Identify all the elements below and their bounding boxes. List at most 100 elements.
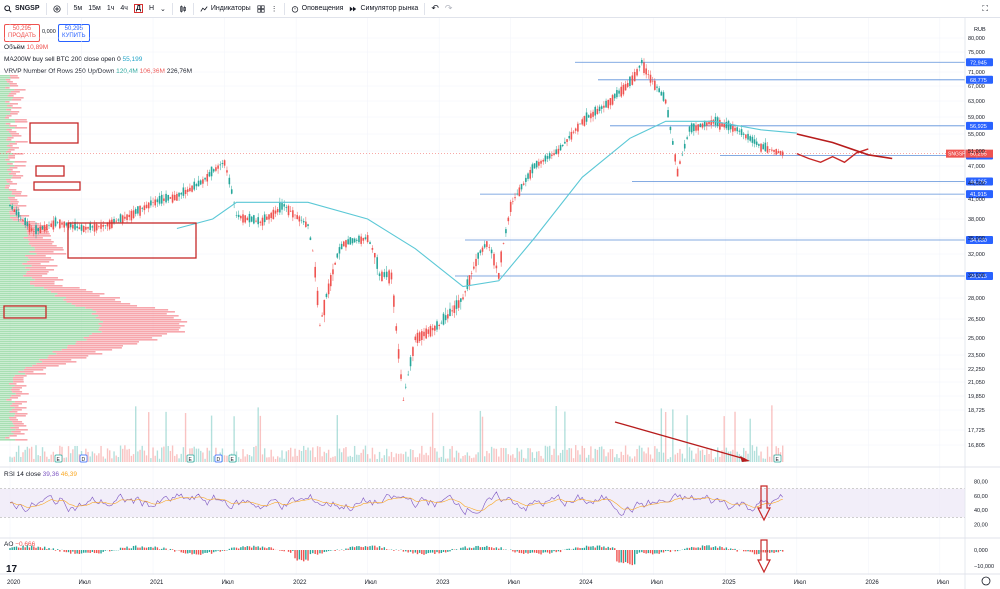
indicators-button[interactable]: Индикаторы (200, 5, 251, 13)
ao-bar (93, 550, 96, 554)
candle-body (641, 59, 643, 64)
candle-body (182, 187, 185, 196)
volume-bar (235, 451, 238, 462)
vrvp-bar-down (52, 351, 96, 353)
replay-button[interactable]: Симулятор рынка (349, 5, 418, 13)
vrvp-bar-up (0, 105, 7, 107)
vrvp-bar-down (36, 363, 66, 365)
level-label: 68,775 (970, 78, 987, 84)
volume-bar (562, 449, 564, 462)
candle-body (542, 159, 545, 162)
candle-body (561, 144, 564, 147)
volume-bar (292, 456, 294, 462)
candle-body (742, 133, 745, 135)
vrvp-bar-up (0, 151, 7, 153)
vrvp-bar-down (25, 255, 46, 257)
vrvp-bar-down (9, 419, 19, 421)
chevron-down-icon[interactable]: ⌄ (160, 5, 166, 13)
vrvp-bar-up (0, 209, 11, 211)
candle-body (376, 257, 378, 269)
layouts-icon[interactable] (257, 4, 265, 13)
vrvp-bar-up (0, 311, 97, 313)
y-axis-tick: 38,000 (968, 217, 985, 223)
candle-body (221, 163, 224, 164)
volume-bar (376, 458, 378, 462)
ao-bar (253, 545, 255, 550)
ao-bar (279, 550, 281, 551)
candle-body (369, 242, 371, 245)
candle-body (656, 86, 658, 88)
vrvp-bar-up (0, 77, 11, 79)
interval-1h[interactable]: 1ч (106, 5, 115, 12)
divider (171, 2, 173, 15)
vrvp-bar-up (0, 325, 102, 327)
vrvp-bar-down (8, 149, 15, 151)
volume-bar (749, 418, 751, 462)
candle-body (332, 269, 334, 275)
ao-bar (498, 548, 500, 550)
vrvp-bar-down (25, 267, 46, 269)
candle-body (349, 237, 352, 245)
volume-bar (719, 456, 721, 462)
ao-bar (557, 550, 560, 552)
redo-icon[interactable]: ↷ (444, 3, 453, 13)
volume-bar (360, 452, 362, 462)
candle-body (95, 224, 98, 231)
volume-bar (195, 448, 198, 462)
volume-bar (156, 450, 159, 462)
alerts-button[interactable]: Оповещения (291, 5, 343, 13)
ao-bar (15, 546, 18, 550)
y-axis-tick: 25,000 (968, 336, 985, 342)
candle-body (345, 240, 347, 248)
ao-bar (418, 550, 421, 553)
candle-body (366, 235, 369, 243)
ao-bar (643, 550, 645, 554)
more-icon[interactable]: ⋮ (270, 5, 278, 13)
interval-day[interactable]: Д (133, 4, 143, 13)
interval-15m[interactable]: 15м (88, 5, 101, 12)
vrvp-bar-up (0, 219, 13, 221)
undo-icon[interactable]: ↶ (431, 3, 439, 13)
vrvp-bar-down (8, 173, 17, 175)
vrvp-bar-down (6, 181, 13, 183)
vrvp-bar-up (0, 243, 29, 245)
candle-body (488, 247, 491, 249)
sell-button[interactable]: 50,295 ПРОДАТЬ (4, 24, 40, 42)
interval-4h[interactable]: 4ч (120, 5, 128, 12)
candle-body (325, 293, 328, 298)
ao-bar (46, 549, 48, 550)
volume-bar (48, 458, 50, 462)
vrvp-bar-down (34, 285, 63, 287)
y-axis-tick: 75,000 (968, 50, 985, 56)
vrvp-bar-up (0, 387, 13, 389)
interval-5m[interactable]: 5м (73, 5, 83, 12)
vrvp-bar-up (0, 339, 87, 341)
add-symbol-icon[interactable] (52, 4, 61, 13)
price-chart[interactable]: 72,94568,77556,92549,79544,26541,91534,6… (0, 18, 1000, 589)
candle-body (141, 207, 144, 209)
buy-button[interactable]: 50,295 КУПИТЬ (58, 24, 90, 42)
candle-body (464, 291, 466, 293)
ao-bar (294, 550, 296, 559)
interval-week[interactable]: Н (148, 5, 154, 12)
volume-bar (369, 458, 371, 462)
vrvp-bar-down (9, 183, 18, 185)
fullscreen-icon[interactable]: ⛶ (982, 3, 988, 13)
candle-body (505, 229, 507, 234)
symbol-search[interactable]: SNGSP (4, 4, 40, 13)
vrvp-bar-up (0, 109, 7, 111)
ao-bar (654, 550, 656, 554)
volume-bar (427, 455, 430, 462)
ao-bar (699, 547, 702, 550)
indicators-label: Индикаторы (210, 5, 251, 12)
ao-bar (723, 548, 725, 550)
candles-icon[interactable] (179, 4, 187, 13)
vrvp-bar-up (0, 227, 26, 229)
ao-bar (349, 546, 351, 550)
ao-bar (72, 550, 74, 552)
candle-body (768, 149, 771, 150)
vrvp-bar-up (0, 195, 16, 197)
vrvp-bar-down (34, 247, 63, 249)
event-marker (214, 454, 223, 463)
vrvp-bar-up (0, 373, 26, 375)
